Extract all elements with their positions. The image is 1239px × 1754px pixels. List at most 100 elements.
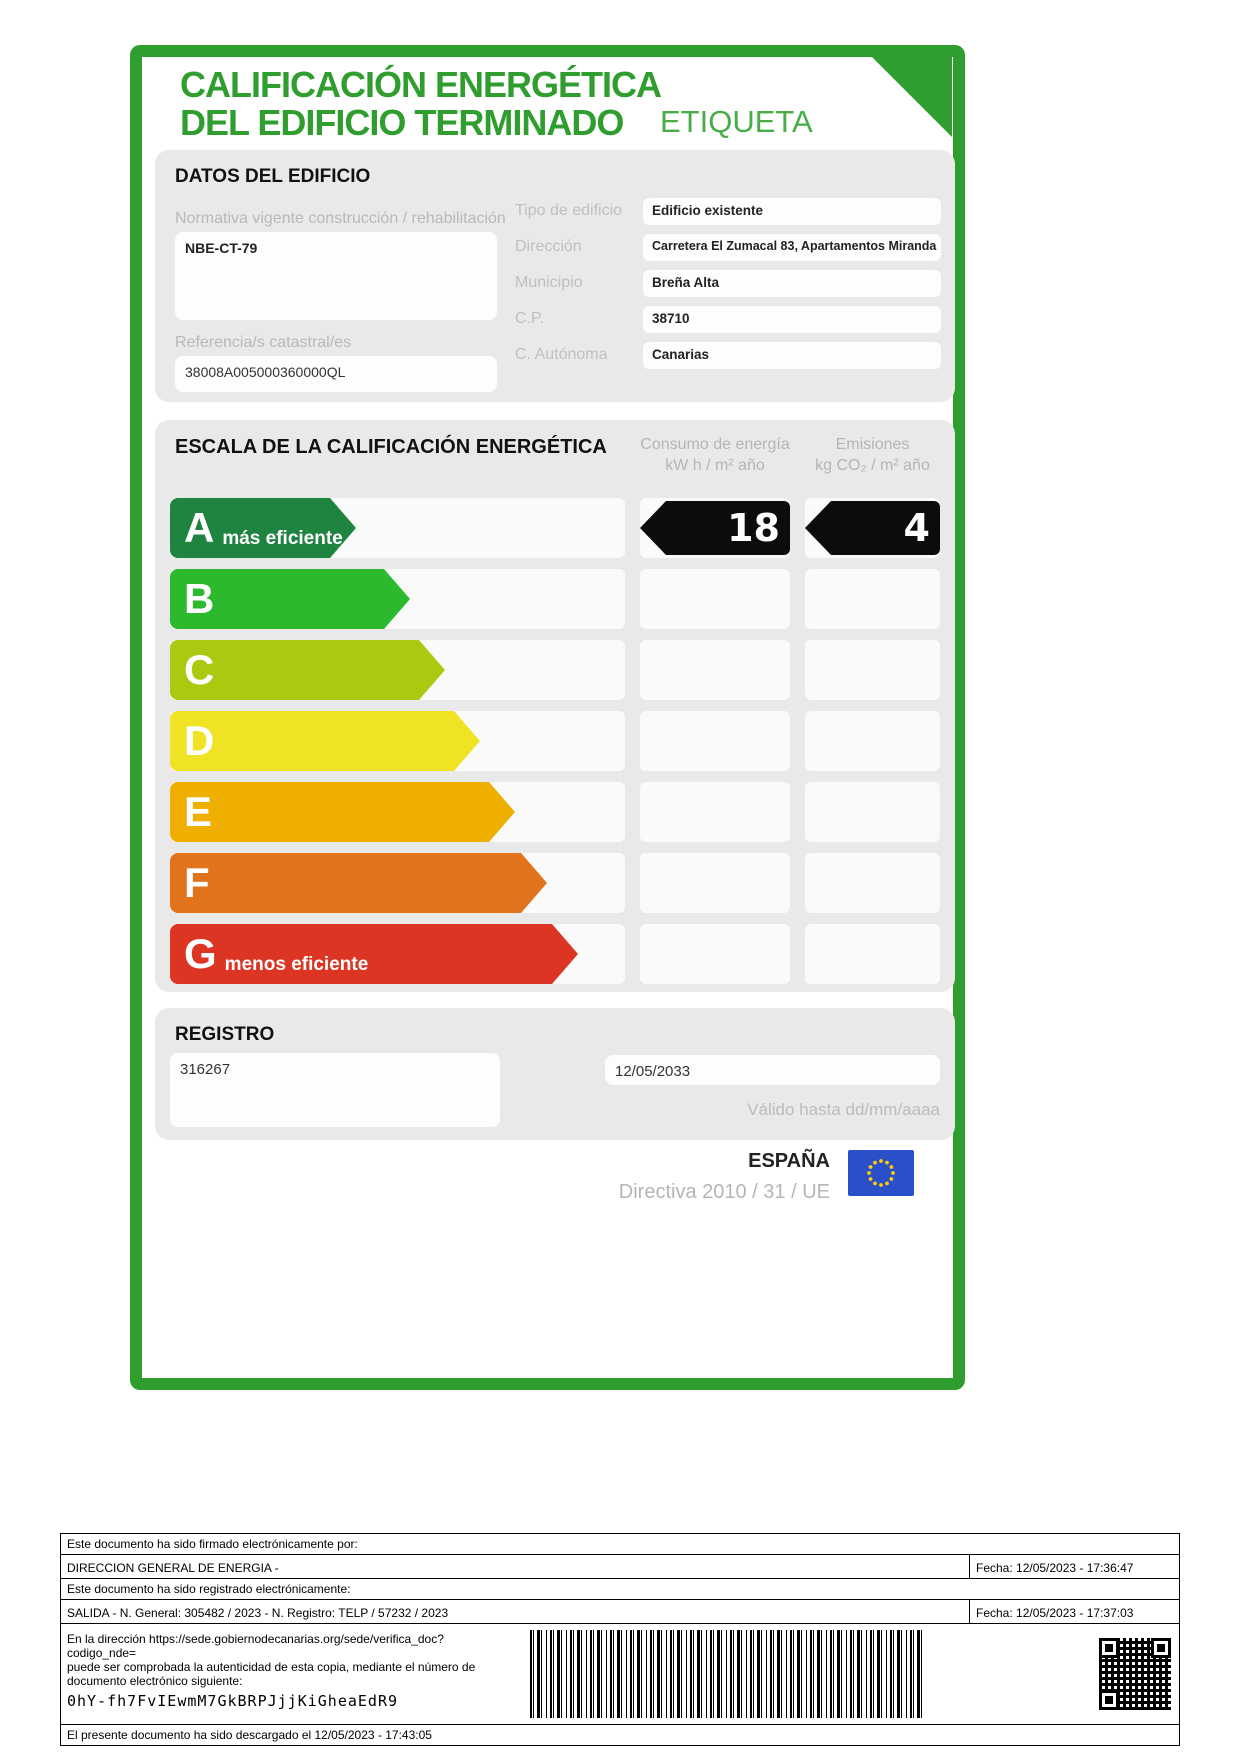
- emissions-cell-e: [805, 782, 940, 842]
- rating-row-g: G menos eficiente: [170, 924, 940, 984]
- municipio-value-box: Breña Alta: [643, 270, 941, 297]
- rating-letter-c: C: [184, 646, 215, 693]
- emissions-cell-f: [805, 853, 940, 913]
- rating-letter-e: E: [184, 788, 213, 835]
- tipo-label: Tipo de edificio: [515, 202, 623, 219]
- country-name: ESPAÑA: [748, 1150, 830, 1172]
- signed-date: Fecha: 12/05/2023 - 17:36:47: [969, 1555, 1179, 1578]
- registro-section-title: REGISTRO: [175, 1024, 275, 1045]
- qr-finder-bottom-left: [1099, 1690, 1119, 1710]
- consumption-indicator-arrow: 18: [640, 501, 790, 555]
- rating-rows: A más eficiente 18 4: [170, 498, 940, 995]
- catastral-value-box: 38008A005000360000QL: [175, 356, 497, 392]
- rating-letter-a: A: [184, 504, 215, 551]
- emissions-cell-c: [805, 640, 940, 700]
- verify-line1: En la dirección https://sede.gobiernodec…: [67, 1632, 444, 1660]
- emissions-cell-d: [805, 711, 940, 771]
- directive-reference: Directiva 2010 / 31 / UE: [618, 1181, 830, 1203]
- rating-row-e: E: [170, 782, 940, 842]
- rating-track-b: B: [170, 569, 625, 629]
- consumption-column-header: Consumo de energía kW h / m² año: [640, 434, 790, 476]
- emissions-indicator-arrow: 4: [805, 501, 940, 555]
- direccion-value-box: Carretera El Zumacal 83, Apartamentos Mi…: [643, 234, 941, 261]
- signature-table: Este documento ha sido firmado electróni…: [60, 1533, 1180, 1746]
- rating-arrow-a: A más eficiente: [170, 498, 356, 558]
- direccion-label: Dirección: [515, 238, 582, 255]
- barcode: [530, 1630, 925, 1718]
- rating-track-f: F: [170, 853, 625, 913]
- emissions-cell-b: [805, 569, 940, 629]
- rating-arrow-b: B: [170, 569, 410, 629]
- normativa-value-box: NBE-CT-79: [175, 232, 497, 320]
- qr-finder-top-right: [1151, 1638, 1171, 1658]
- consumption-header-line2: kW h / m² año: [665, 457, 765, 474]
- valid-until-date-box: 12/05/2033: [605, 1055, 940, 1085]
- consumption-cell-d: [640, 711, 790, 771]
- signed-caption-row: Este documento ha sido firmado electróni…: [61, 1534, 1179, 1555]
- etiqueta-label: ETIQUETA: [660, 104, 813, 139]
- rating-arrow-d: D: [170, 711, 480, 771]
- rating-track-a: A más eficiente: [170, 498, 625, 558]
- consumption-cell-a: 18: [640, 498, 790, 558]
- emissions-cell-a: 4: [805, 498, 940, 558]
- verification-row: En la dirección https://sede.gobiernodec…: [61, 1624, 1179, 1725]
- registered-by: SALIDA - N. General: 305482 / 2023 - N. …: [67, 1606, 449, 1620]
- municipio-label: Municipio: [515, 274, 583, 291]
- emissions-header-line2: kg CO₂ / m² año: [815, 457, 930, 474]
- verify-line2: puede ser comprobada la autenticidad de …: [67, 1660, 476, 1674]
- qr-code: [1099, 1638, 1171, 1710]
- emissions-header-line1: Emisiones: [835, 436, 910, 453]
- verification-text: En la dirección https://sede.gobiernodec…: [61, 1624, 518, 1724]
- building-data-panel: DATOS DEL EDIFICIO Normativa vigente con…: [155, 150, 955, 402]
- catastral-label: Referencia/s catastral/es: [175, 334, 352, 351]
- rating-label-a: más eficiente: [222, 528, 343, 549]
- energy-scale-panel: ESCALA DE LA CALIFICACIÓN ENERGÉTICA Con…: [155, 420, 955, 992]
- registro-number-box: 316267: [170, 1053, 500, 1127]
- scale-section-title: ESCALA DE LA CALIFICACIÓN ENERGÉTICA: [175, 436, 607, 458]
- building-section-title: DATOS DEL EDIFICIO: [175, 166, 371, 187]
- rating-row-d: D: [170, 711, 940, 771]
- cp-label: C.P.: [515, 310, 545, 327]
- rating-track-d: D: [170, 711, 625, 771]
- registered-caption: Este documento ha sido registrado electr…: [67, 1582, 351, 1596]
- autonoma-label: C. Autónoma: [515, 346, 608, 363]
- rating-track-g: G menos eficiente: [170, 924, 625, 984]
- signed-by-row: DIRECCION GENERAL DE ENERGIA - Fecha: 12…: [61, 1555, 1179, 1579]
- certificate-title: CALIFICACIÓN ENERGÉTICA DEL EDIFICIO TER…: [180, 66, 662, 143]
- rating-row-b: B: [170, 569, 940, 629]
- rating-row-c: C: [170, 640, 940, 700]
- rating-track-c: C: [170, 640, 625, 700]
- tipo-value-box: Edificio existente: [643, 198, 941, 225]
- rating-arrow-f: F: [170, 853, 547, 913]
- verify-line3: documento electrónico siguiente:: [67, 1674, 243, 1688]
- eu-flag-icon: [848, 1150, 914, 1196]
- consumption-header-line1: Consumo de energía: [640, 436, 790, 453]
- qr-finder-top-left: [1099, 1638, 1119, 1658]
- cp-value-box: 38710: [643, 306, 941, 333]
- rating-letter-d: D: [184, 717, 215, 764]
- rating-letter-g: G: [184, 930, 217, 977]
- rating-arrow-c: C: [170, 640, 445, 700]
- registro-panel: REGISTRO 316267 12/05/2033 Válido hasta …: [155, 1008, 955, 1140]
- title-line-2: DEL EDIFICIO TERMINADO: [180, 102, 624, 143]
- normativa-label: Normativa vigente construcción / rehabil…: [175, 210, 506, 227]
- signed-caption: Este documento ha sido firmado electróni…: [67, 1537, 358, 1551]
- consumption-cell-g: [640, 924, 790, 984]
- emissions-cell-g: [805, 924, 940, 984]
- rating-arrow-g: G menos eficiente: [170, 924, 578, 984]
- consumption-cell-e: [640, 782, 790, 842]
- rating-letter-f: F: [184, 859, 210, 906]
- downloaded-row: El presente documento ha sido descargado…: [61, 1725, 1179, 1745]
- registered-caption-row: Este documento ha sido registrado electr…: [61, 1579, 1179, 1600]
- downloaded-note: El presente documento ha sido descargado…: [67, 1728, 432, 1742]
- rating-row-a: A más eficiente 18 4: [170, 498, 940, 558]
- registered-date: Fecha: 12/05/2023 - 17:37:03: [969, 1600, 1179, 1623]
- consumption-cell-b: [640, 569, 790, 629]
- valid-until-hint: Válido hasta dd/mm/aaaa: [747, 1100, 940, 1119]
- registered-by-row: SALIDA - N. General: 305482 / 2023 - N. …: [61, 1600, 1179, 1624]
- rating-label-g: menos eficiente: [224, 954, 369, 975]
- consumption-value: 18: [727, 506, 780, 550]
- country-block: ESPAÑA Directiva 2010 / 31 / UE: [545, 1150, 830, 1204]
- rating-arrow-e: E: [170, 782, 515, 842]
